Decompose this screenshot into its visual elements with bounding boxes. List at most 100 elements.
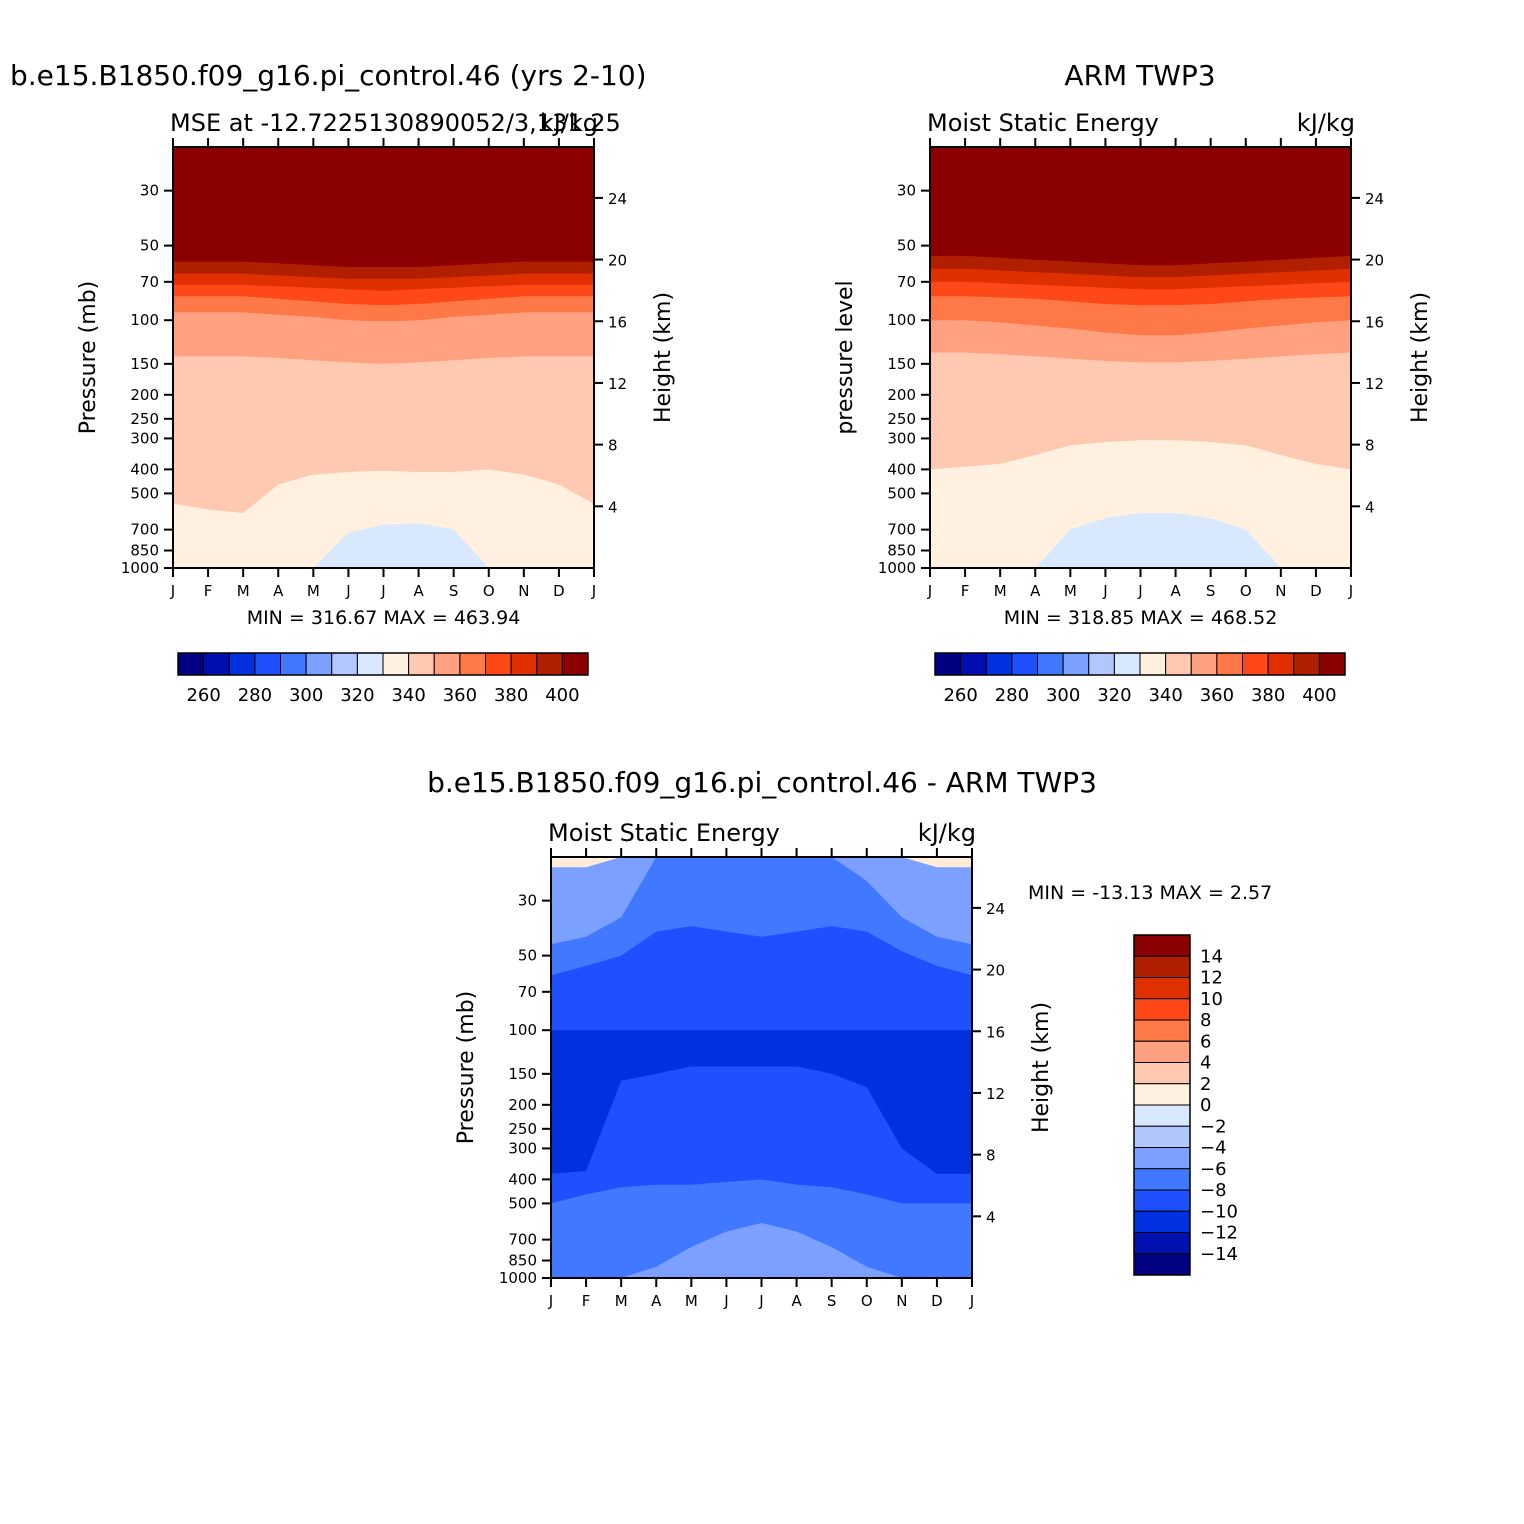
colorbar-label: 380 [494,685,528,706]
x-tick-label: F [204,582,213,600]
y-tick-right-label: 20 [608,252,627,270]
x-tick-label: A [413,582,424,600]
contour-band [173,523,594,568]
y-tick-right-label: 4 [608,498,618,516]
y-axis-label: Pressure (mb) [76,281,101,435]
x-tick-label: M [685,1292,698,1310]
x-tick-label: J [345,582,350,600]
x-tick-label: M [307,582,320,600]
colorbar-box [1133,1232,1191,1255]
colorbar-label: 260 [186,685,220,706]
right-string: kJ/kg [540,109,598,137]
colorbar-label: 2 [1200,1074,1211,1095]
y-tick-label: 1000 [878,559,916,577]
y-tick-label: 200 [508,1096,537,1114]
colorbar-label: −6 [1200,1159,1227,1180]
colorbar-label: 320 [1097,685,1131,706]
colorbar-box [382,652,410,676]
colorbar-label: 320 [340,685,374,706]
colorbar-box [1318,652,1346,676]
colorbar-box [1133,1125,1191,1148]
colorbar-label: 340 [1148,685,1182,706]
colorbar-frame [1133,934,1191,1276]
panel-diff: J F M A M J J A S O N D J305070100150200250300400500… [427,766,1272,1310]
colorbar-label: 360 [443,685,477,706]
x-tick-label: F [961,582,970,600]
x-tick-label: J [1348,582,1353,600]
colorbar-label: −4 [1200,1138,1227,1159]
y-tick-label: 300 [887,429,916,447]
y-tick-right-label: 4 [1365,498,1375,516]
contour-band [173,469,594,568]
colorbar-box [1113,652,1141,676]
y-tick-label: 200 [887,386,916,404]
x-tick-label: O [861,1292,873,1310]
x-tick-label: O [483,582,495,600]
colorbar-box [1133,998,1191,1021]
colorbar-box [1133,1189,1191,1212]
y-tick-label: 100 [508,1021,537,1039]
y-tick-right-label: 16 [986,1023,1005,1041]
x-tick-label: D [931,1292,943,1310]
colorbar-label: −14 [1200,1244,1238,1265]
y-axis-right-label: Height (km) [1408,292,1433,423]
x-tick-label: J [170,582,175,600]
panel-title: b.e15.B1850.f09_g16.pi_control.46 - ARM … [427,766,1097,799]
colorbar-box [1242,652,1269,676]
colorbar-box [356,652,384,676]
x-tick-label: A [1030,582,1041,600]
colorbar-box [510,652,538,676]
x-tick-label: M [615,1292,628,1310]
colorbar-box [1133,1040,1191,1063]
y-tick-label: 50 [897,237,916,255]
x-tick-label: J [969,1292,974,1310]
colorbar-label: −12 [1200,1223,1238,1244]
colorbar-label: 12 [1200,968,1223,989]
colorbar-box [203,652,230,676]
y-tick-label: 850 [130,542,159,560]
colorbar-box [1088,652,1115,676]
left-string: Moist Static Energy [927,109,1159,137]
colorbar-box [1062,652,1090,676]
colorbar-label: 280 [995,685,1029,706]
x-tick-label: N [896,1292,907,1310]
x-tick-label: D [553,582,565,600]
colorbar-box [485,652,512,676]
colorbar-label: 380 [1251,685,1285,706]
right-string: kJ/kg [1297,109,1355,137]
right-string: kJ/kg [918,819,976,847]
contour-fill [551,857,972,1278]
left-string: Moist Static Energy [548,819,780,847]
x-tick-label: A [1170,582,1181,600]
x-tick-label: A [273,582,284,600]
y-tick-label: 1000 [499,1269,537,1287]
y-axis-label: Pressure (mb) [454,991,479,1145]
y-tick-label: 850 [887,542,916,560]
y-tick-label: 1000 [121,559,159,577]
y-tick-label: 70 [897,273,916,291]
colorbar-label: 14 [1200,946,1223,967]
colorbar-label: −10 [1200,1201,1238,1222]
colorbar-box [1133,1168,1191,1191]
y-tick-label: 500 [130,484,159,502]
colorbar-box [1133,1104,1191,1127]
colorbar-label: 400 [1302,685,1336,706]
y-tick-label: 50 [140,237,159,255]
x-tick-label: J [723,1292,728,1310]
y-tick-label: 700 [887,521,916,539]
x-tick-label: J [1137,582,1142,600]
y-tick-label: 30 [518,892,537,910]
y-tick-label: 250 [508,1120,537,1138]
colorbar-box [1133,1147,1191,1170]
left-string: MSE at -12.7225130890052/3,131.25 [170,109,621,137]
y-tick-label: 70 [140,273,159,291]
x-tick-label: D [1310,582,1322,600]
min-max-label: MIN = 318.85 MAX = 468.52 [1004,607,1278,629]
colorbar-label: 260 [943,685,977,706]
x-tick-label: M [1064,582,1077,600]
y-tick-label: 700 [130,521,159,539]
y-tick-label: 30 [140,182,159,200]
colorbar-box [1267,652,1295,676]
colorbar-label: −8 [1200,1180,1227,1201]
